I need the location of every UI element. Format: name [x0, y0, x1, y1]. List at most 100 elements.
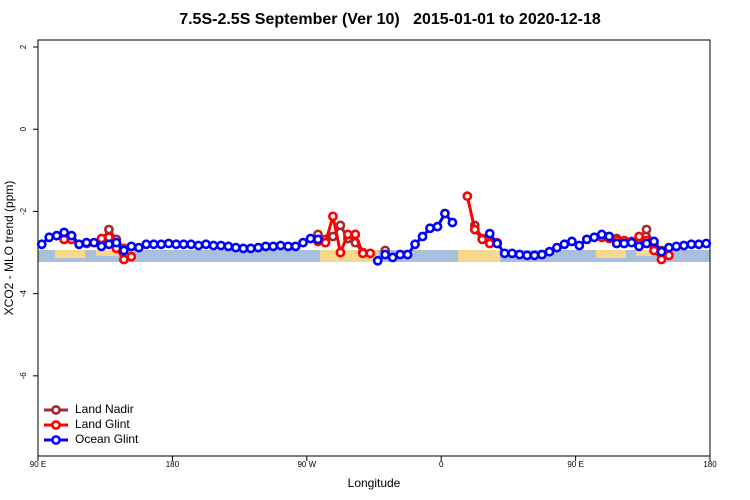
point [163, 238, 174, 249]
point [701, 238, 712, 249]
point [335, 220, 346, 231]
point [372, 255, 383, 266]
point [507, 248, 518, 259]
point [499, 248, 510, 259]
x-tick-label: 90 E [567, 460, 583, 469]
point [671, 241, 682, 252]
point [544, 246, 555, 257]
point [186, 239, 196, 250]
plot-frame [37, 39, 711, 457]
point [581, 234, 592, 245]
legend-marker [51, 405, 61, 415]
legend-label: Land Nadir [75, 402, 134, 416]
point [440, 208, 450, 219]
point [417, 231, 428, 242]
point [649, 245, 659, 256]
point [313, 234, 323, 245]
point [693, 239, 704, 250]
point [320, 237, 331, 248]
point [193, 240, 204, 251]
point [477, 234, 488, 245]
point [402, 249, 413, 260]
point [686, 239, 697, 250]
legend-label: Land Glint [75, 417, 130, 431]
point [611, 238, 622, 249]
point [328, 211, 338, 222]
point [111, 237, 122, 248]
point [425, 223, 435, 234]
point [171, 239, 182, 250]
point [641, 224, 652, 235]
point [387, 252, 398, 263]
point [305, 233, 316, 244]
y-tick-label: -2 [19, 207, 28, 215]
point [178, 239, 189, 250]
point [484, 228, 495, 239]
point [365, 248, 376, 259]
point [566, 236, 577, 247]
point [283, 241, 294, 252]
y-tick-label: -6 [19, 372, 28, 380]
point [126, 251, 137, 262]
x-tick-label: 180 [703, 460, 717, 469]
y-tick-label: 2 [19, 44, 28, 49]
x-tick-label: 180 [166, 460, 180, 469]
x-tick-label: 90 W [297, 460, 316, 469]
point [514, 249, 525, 260]
point [626, 237, 637, 248]
point [104, 239, 114, 250]
point [649, 236, 659, 247]
point [634, 231, 644, 242]
point [395, 249, 406, 260]
point [208, 240, 219, 251]
point [664, 242, 674, 253]
point [96, 241, 107, 252]
point [522, 250, 532, 261]
point [81, 237, 92, 248]
point [537, 249, 547, 260]
chart-title: 7.5S-2.5S September (Ver 10) 2015-01-01 … [179, 11, 601, 28]
y-tick-label: -4 [19, 290, 28, 298]
point [118, 245, 129, 256]
y-tick-label: 0 [19, 126, 28, 131]
point [656, 246, 667, 257]
legend-label: Ocean Glint [75, 432, 139, 446]
point [484, 238, 495, 249]
point [641, 238, 652, 249]
point [432, 221, 443, 232]
point [350, 229, 361, 240]
point [290, 241, 301, 252]
point [44, 232, 55, 243]
point [66, 230, 77, 241]
point [604, 231, 615, 242]
point [126, 241, 137, 252]
point [634, 241, 644, 252]
point [89, 237, 99, 248]
point [245, 243, 256, 254]
point [51, 230, 62, 241]
point [36, 239, 47, 250]
point [104, 224, 114, 235]
point [380, 249, 391, 260]
point [462, 191, 473, 202]
point [156, 239, 167, 250]
point [74, 239, 84, 250]
legend-marker [51, 420, 61, 430]
point [678, 240, 689, 251]
point [552, 242, 562, 253]
point [469, 224, 480, 235]
y-axis-label: XCO2 - MLO trend (ppm) [2, 181, 16, 316]
legend-marker [51, 435, 61, 445]
point [596, 229, 607, 240]
point [589, 232, 600, 243]
x-axis-label: Longitude [348, 476, 401, 490]
x-tick-label: 0 [439, 460, 444, 469]
point [253, 242, 264, 253]
point [447, 217, 458, 228]
point [268, 241, 279, 252]
point [238, 243, 249, 254]
point [260, 241, 271, 252]
point [357, 248, 368, 259]
